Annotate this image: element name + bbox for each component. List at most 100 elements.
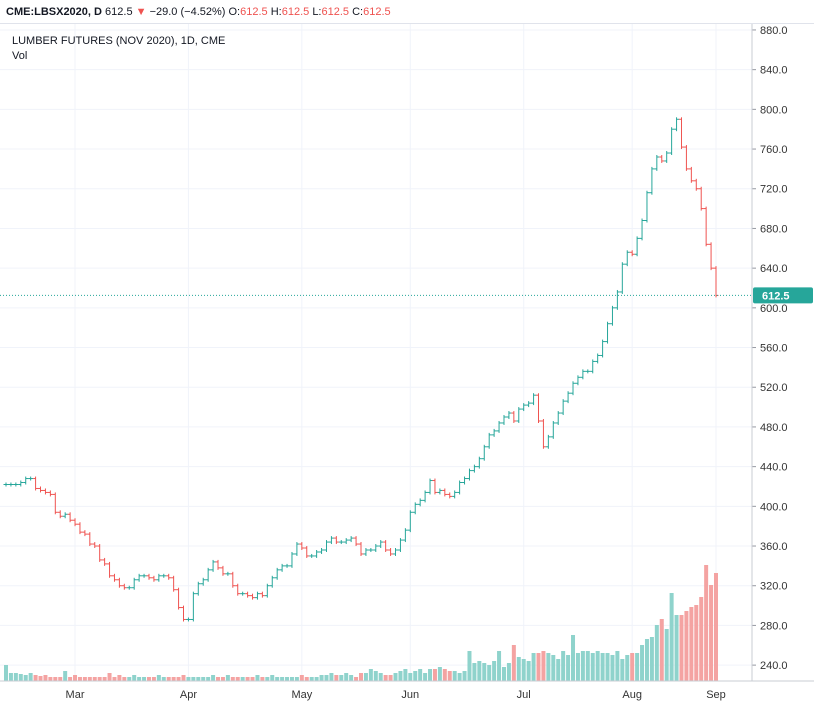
- volume-bar: [245, 677, 250, 681]
- volume-bar: [413, 671, 418, 681]
- ohlc-bar: [126, 585, 132, 590]
- volume-bar: [117, 675, 122, 681]
- volume-bar: [156, 675, 161, 681]
- volume-bar: [714, 573, 718, 681]
- ohlc-bar: [190, 591, 196, 622]
- ohlc-bar: [42, 488, 48, 495]
- volume-bar: [230, 677, 235, 681]
- volume-bar: [294, 677, 299, 681]
- ohlc-bar: [33, 476, 39, 491]
- y-tick-label: 560.0: [760, 343, 788, 355]
- volume-bar: [63, 671, 68, 681]
- ohlc-bar: [491, 428, 497, 437]
- ohlc-bar: [146, 573, 152, 580]
- volume-bar: [181, 675, 186, 681]
- volume-bar: [87, 677, 92, 681]
- volume-bar: [201, 677, 206, 681]
- volume-bar: [664, 629, 669, 681]
- ohlc-bar: [516, 407, 522, 423]
- volume-bar: [556, 659, 561, 681]
- ohlc-bar: [521, 403, 527, 412]
- ohlc-bar: [353, 536, 359, 547]
- volume-bar: [418, 669, 423, 681]
- x-tick-label: Apr: [180, 689, 197, 701]
- ohlc-bar: [506, 411, 512, 419]
- volume-bar: [492, 661, 497, 681]
- ohlc-bar: [457, 480, 463, 495]
- ohlc-bar: [703, 206, 709, 247]
- volume-bar: [196, 677, 201, 681]
- open-value: 612.5: [240, 6, 268, 18]
- volume-bar: [102, 677, 107, 681]
- ohlc-bar: [338, 540, 344, 545]
- ohlc-bar: [200, 577, 206, 586]
- volume-bar: [166, 677, 171, 681]
- x-tick-label: Aug: [622, 689, 642, 701]
- volume-bar: [694, 605, 699, 681]
- symbol-label[interactable]: CME:LBSX2020, D: [6, 6, 102, 18]
- volume-bar: [487, 665, 492, 681]
- ohlc-bar: [97, 544, 103, 562]
- price-change: −29.0 (−4.52%): [149, 6, 226, 18]
- volume-bar: [575, 653, 580, 681]
- ohlc-bar: [659, 155, 665, 163]
- low-label: L:: [312, 6, 322, 18]
- ohlc-bar: [176, 587, 182, 610]
- ohlc-bar: [343, 538, 349, 545]
- volume-bar: [536, 653, 541, 681]
- volume-bar: [388, 675, 393, 681]
- ohlc-bar: [683, 145, 689, 171]
- volume-bar: [432, 669, 437, 681]
- ohlc-bar: [669, 127, 675, 156]
- volume-bar: [541, 651, 546, 681]
- volume-bar: [605, 653, 610, 681]
- volume-bar: [704, 565, 709, 681]
- ohlc-bar: [674, 117, 680, 132]
- volume-bar: [383, 675, 388, 681]
- volume-bar: [137, 677, 142, 681]
- volume-bar: [363, 673, 368, 681]
- volume-bar: [339, 675, 344, 681]
- volume-bar: [689, 607, 694, 681]
- ohlc-bar: [328, 536, 334, 545]
- volume-bar: [580, 651, 585, 681]
- ohlc-bar: [151, 575, 157, 582]
- price-tag-text: 612.5: [762, 290, 790, 302]
- volume-bar: [43, 675, 48, 681]
- volume-bar: [112, 677, 117, 681]
- volume-bar: [452, 671, 457, 681]
- volume-bar: [309, 677, 314, 681]
- volume-bar: [146, 677, 151, 681]
- ohlc-bar: [540, 418, 546, 449]
- ohlc-bar: [407, 510, 413, 533]
- ohlc-bar: [13, 482, 19, 487]
- volume-bar: [235, 677, 240, 681]
- volume-bar: [585, 651, 590, 681]
- volume-bar: [625, 655, 630, 681]
- ohlc-bar: [649, 166, 655, 195]
- volume-bar: [127, 677, 132, 681]
- volume-bar: [378, 673, 383, 681]
- ohlc-bar: [708, 242, 714, 271]
- volume-bar: [151, 677, 156, 681]
- volume-bar: [38, 676, 43, 681]
- volume-bar: [4, 665, 8, 681]
- ohlc-bar: [678, 117, 684, 150]
- volume-bar: [344, 673, 349, 681]
- change-down-icon: ▼: [135, 6, 147, 18]
- price-chart[interactable]: 240.0 280.0 320.0 360.0 400.0 440.0 480.0 520.0…: [0, 24, 814, 713]
- volume-bar: [285, 677, 290, 681]
- volume-bar: [442, 669, 447, 681]
- chart-grid: [0, 24, 752, 681]
- volume-bar: [48, 677, 53, 681]
- volume-bar: [334, 675, 339, 681]
- x-tick-label: May: [291, 689, 312, 701]
- ohlc-bar: [121, 583, 127, 590]
- ohlc-bar: [309, 553, 315, 558]
- close-value: 612.5: [363, 6, 391, 18]
- ohlc-bar: [47, 490, 53, 497]
- volume-bar: [280, 677, 285, 681]
- ohlc-bar: [688, 166, 694, 183]
- volume-bar: [211, 675, 216, 681]
- ohlc-bar: [609, 305, 615, 326]
